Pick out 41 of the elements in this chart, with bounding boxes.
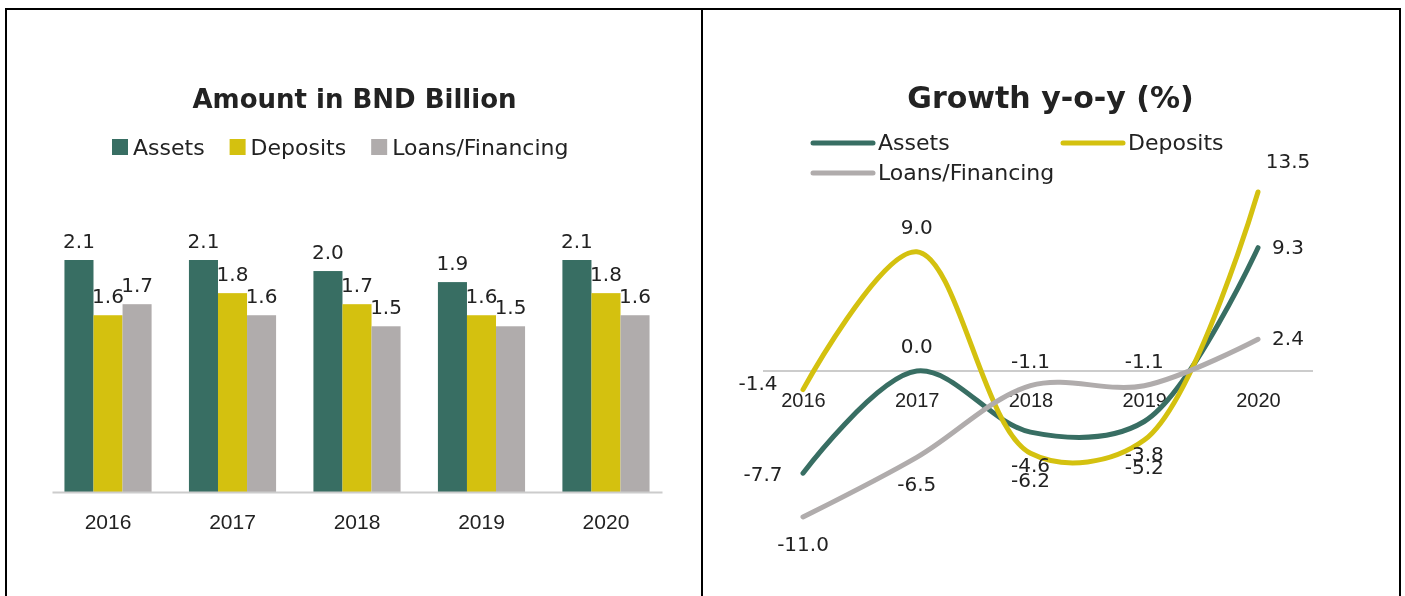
data-label: 2.1 — [63, 229, 95, 253]
x-tick-label: 2017 — [895, 389, 940, 412]
x-tick-label: 2016 — [84, 509, 132, 533]
data-label: -1.1 — [1010, 348, 1051, 373]
data-label: 1.8 — [216, 262, 249, 287]
data-label: 1.6 — [619, 284, 651, 309]
data-label: 0.0 — [900, 334, 933, 359]
data-label: -1.1 — [1124, 348, 1164, 373]
data-label: 2.0 — [312, 240, 344, 265]
x-tick-label: 2019 — [458, 509, 505, 533]
x-tick-label: 2016 — [781, 389, 826, 412]
data-label: 1.5 — [370, 295, 402, 320]
data-label: -6.5 — [897, 472, 937, 497]
data-label: 1.8 — [590, 262, 622, 287]
legend-label: Deposits — [1128, 130, 1224, 155]
chart-title: Amount in BND Billion — [192, 84, 517, 114]
x-tick-label: 2020 — [582, 509, 630, 533]
legend-label: Assets — [133, 135, 205, 160]
x-tick-label: 2018 — [1008, 389, 1054, 412]
data-label: 2.1 — [561, 229, 593, 253]
legend-label: Loans/Financing — [392, 135, 569, 160]
data-label: -1.4 — [738, 370, 778, 395]
data-label: 9.3 — [1272, 234, 1304, 259]
legend-label: Assets — [878, 130, 950, 155]
data-label: 13.5 — [1265, 149, 1311, 173]
legend-label: Deposits — [250, 135, 347, 160]
x-tick-label: 2018 — [333, 509, 381, 533]
data-label: 1.6 — [465, 284, 498, 309]
data-label: -7.7 — [743, 462, 783, 487]
data-label: 1.9 — [436, 251, 469, 276]
legend-label: Loans/Financing — [878, 160, 1055, 185]
data-label: 1.7 — [341, 273, 373, 298]
chart-title: Growth y-o-y (%) — [907, 80, 1194, 115]
x-tick-label: 2017 — [209, 509, 256, 533]
data-label: -11.0 — [777, 532, 829, 556]
data-label: 1.6 — [92, 284, 124, 309]
data-label: 9.0 — [900, 214, 933, 239]
data-label: 2.4 — [1272, 326, 1304, 351]
data-label: 2.1 — [187, 229, 220, 253]
data-label: 1.6 — [245, 284, 278, 309]
x-tick-label: 2020 — [1236, 389, 1281, 412]
